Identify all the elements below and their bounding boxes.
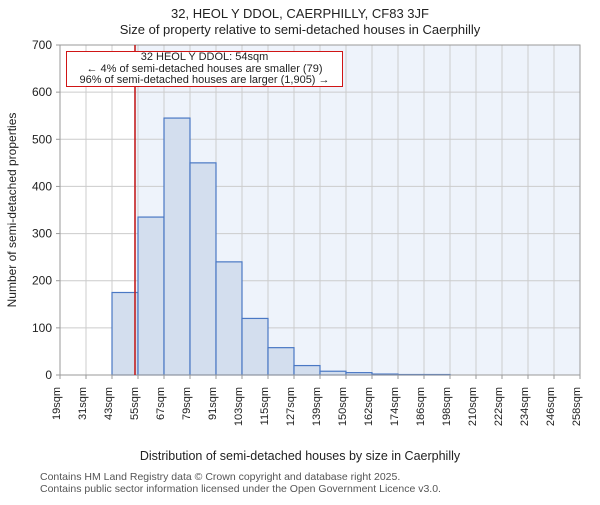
svg-text:500: 500 (32, 132, 52, 146)
svg-text:600: 600 (32, 85, 52, 99)
svg-text:19sqm: 19sqm (51, 387, 63, 420)
svg-text:222sqm: 222sqm (493, 387, 505, 426)
svg-text:43sqm: 43sqm (103, 387, 115, 420)
svg-text:246sqm: 246sqm (545, 387, 557, 426)
svg-text:103sqm: 103sqm (233, 387, 245, 426)
svg-text:150sqm: 150sqm (337, 387, 349, 426)
svg-text:31sqm: 31sqm (77, 387, 89, 420)
svg-text:139sqm: 139sqm (311, 387, 323, 426)
svg-text:258sqm: 258sqm (571, 387, 583, 426)
svg-text:700: 700 (32, 38, 52, 52)
svg-text:127sqm: 127sqm (285, 387, 297, 426)
svg-text:91sqm: 91sqm (207, 387, 219, 420)
svg-text:300: 300 (32, 227, 52, 241)
svg-text:115sqm: 115sqm (259, 387, 271, 425)
svg-text:174sqm: 174sqm (389, 387, 401, 426)
svg-text:0: 0 (45, 368, 52, 382)
svg-text:79sqm: 79sqm (181, 387, 193, 420)
svg-text:198sqm: 198sqm (441, 387, 453, 426)
svg-text:186sqm: 186sqm (415, 387, 427, 426)
svg-text:55sqm: 55sqm (129, 387, 141, 420)
svg-text:200: 200 (32, 274, 52, 288)
svg-text:67sqm: 67sqm (155, 387, 167, 420)
svg-text:400: 400 (32, 179, 52, 193)
svg-text:162sqm: 162sqm (363, 387, 375, 426)
svg-text:210sqm: 210sqm (467, 387, 479, 426)
svg-text:234sqm: 234sqm (519, 387, 531, 426)
svg-text:100: 100 (32, 321, 52, 335)
